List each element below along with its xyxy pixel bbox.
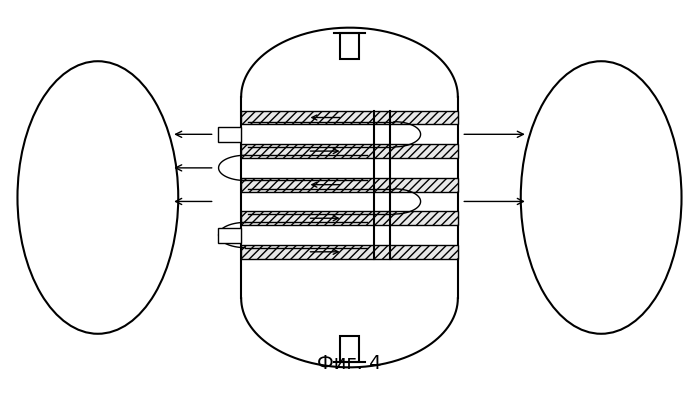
Bar — [340, 33, 359, 59]
Bar — [241, 211, 458, 225]
Bar — [218, 228, 241, 243]
Bar — [241, 111, 458, 124]
Bar — [218, 127, 241, 142]
Bar — [241, 144, 458, 158]
Bar — [241, 178, 458, 192]
Bar — [340, 336, 359, 362]
Text: Фиг. 4: Фиг. 4 — [317, 354, 382, 373]
Bar — [241, 245, 458, 259]
